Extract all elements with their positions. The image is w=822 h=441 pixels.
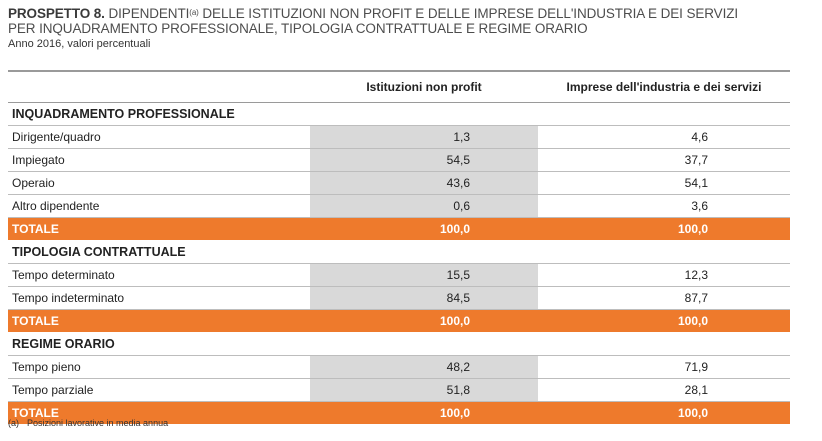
total-label: TOTALE	[12, 222, 59, 236]
row-label: Impiegato	[12, 153, 65, 167]
total-label: TOTALE	[12, 314, 59, 328]
total-imprese: 100,0	[677, 222, 708, 236]
table-header-row: Istituzioni non profit Imprese dell'indu…	[8, 70, 790, 103]
header-cell-imprese: Imprese dell'industria e dei servizi	[566, 80, 762, 94]
subtitle: Anno 2016, valori percentuali	[8, 38, 151, 50]
cell-non-profit: 48,2	[310, 356, 538, 378]
table-row: Tempo determinato 15,5 12,3	[8, 264, 790, 287]
total-row: TOTALE 100,0 100,0	[8, 402, 790, 425]
row-label: Tempo determinato	[12, 268, 115, 282]
cell-imprese: 37,7	[684, 153, 708, 167]
row-label: Altro dipendente	[12, 199, 100, 213]
total-imprese: 100,0	[677, 406, 708, 420]
footnote-text: Posizioni lavorative in media annua	[27, 418, 169, 428]
total-row: TOTALE 100,0 100,0	[8, 310, 790, 333]
section-title: TIPOLOGIA CONTRATTUALE	[12, 245, 186, 259]
cell-non-profit: 51,8	[310, 379, 538, 401]
cell-non-profit: 84,5	[310, 287, 538, 309]
cell-non-profit: 43,6	[310, 172, 538, 194]
table-row: Tempo indeterminato 84,5 87,7	[8, 287, 790, 310]
section-title: INQUADRAMENTO PROFESSIONALE	[12, 107, 235, 121]
cell-non-profit: 0,6	[310, 195, 538, 217]
title-text-a: DIPENDENTI	[108, 6, 190, 21]
data-table: Istituzioni non profit Imprese dell'indu…	[8, 70, 790, 425]
row-label: Tempo parziale	[12, 383, 94, 397]
total-imprese: 100,0	[677, 314, 708, 328]
footnote-marker: (a)	[8, 418, 19, 428]
section-title: REGIME ORARIO	[12, 337, 115, 351]
section-header-row: INQUADRAMENTO PROFESSIONALE	[8, 103, 790, 126]
table-row: Impiegato 54,5 37,7	[8, 149, 790, 172]
title-footnote-marker: (a)	[189, 8, 199, 17]
section-header-row: TIPOLOGIA CONTRATTUALE	[8, 241, 790, 264]
table-row: Operaio 43,6 54,1	[8, 172, 790, 195]
footnote: (a) Posizioni lavorative in media annua	[8, 418, 176, 428]
table-row: Tempo pieno 48,2 71,9	[8, 356, 790, 379]
cell-non-profit: 15,5	[310, 264, 538, 286]
title-text-b: DELLE ISTITUZIONI NON PROFIT E DELLE IMP…	[198, 6, 739, 21]
total-non-profit: 100,0	[439, 314, 470, 328]
cell-imprese: 71,9	[684, 360, 708, 374]
row-label: Tempo pieno	[12, 360, 81, 374]
cell-imprese: 87,7	[684, 291, 708, 305]
cell-non-profit: 1,3	[310, 126, 538, 148]
cell-imprese: 54,1	[684, 176, 708, 190]
cell-non-profit: 54,5	[310, 149, 538, 171]
title-line-2: PER INQUADRAMENTO PROFESSIONALE, TIPOLOG…	[8, 21, 588, 36]
total-label: TOTALE	[12, 406, 59, 420]
row-label: Tempo indeterminato	[12, 291, 125, 305]
table-row: Dirigente/quadro 1,3 4,6	[8, 126, 790, 149]
table-row: Tempo parziale 51,8 28,1	[8, 379, 790, 402]
cell-imprese: 3,6	[691, 199, 708, 213]
table-label: PROSPETTO 8.	[8, 6, 105, 21]
row-label: Operaio	[12, 176, 55, 190]
table-row: Altro dipendente 0,6 3,6	[8, 195, 790, 218]
title-line-1: PROSPETTO 8. DIPENDENTI(a) DELLE ISTITUZ…	[8, 6, 814, 21]
cell-imprese: 28,1	[684, 383, 708, 397]
table-heading: PROSPETTO 8. DIPENDENTI(a) DELLE ISTITUZ…	[8, 6, 814, 50]
cell-imprese: 4,6	[691, 130, 708, 144]
row-label: Dirigente/quadro	[12, 130, 101, 144]
cell-imprese: 12,3	[684, 268, 708, 282]
total-non-profit: 100,0	[439, 406, 470, 420]
total-row: TOTALE 100,0 100,0	[8, 218, 790, 241]
header-cell-non-profit: Istituzioni non profit	[366, 80, 482, 94]
section-header-row: REGIME ORARIO	[8, 333, 790, 356]
total-non-profit: 100,0	[439, 222, 470, 236]
